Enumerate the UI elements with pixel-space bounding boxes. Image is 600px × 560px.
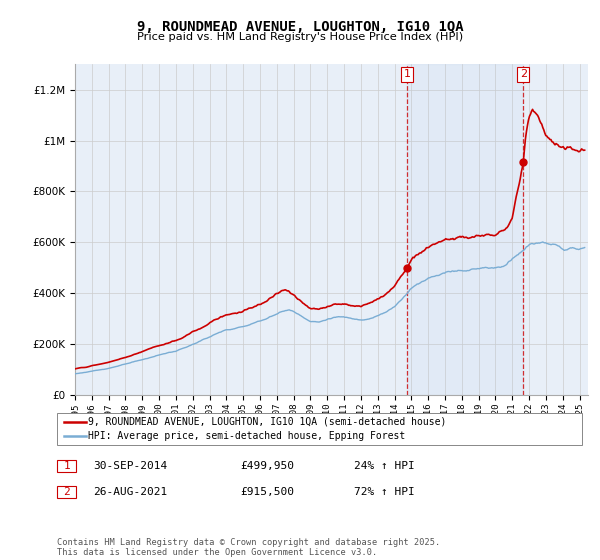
Text: Contains HM Land Registry data © Crown copyright and database right 2025.
This d: Contains HM Land Registry data © Crown c… [57,538,440,557]
Text: 9, ROUNDMEAD AVENUE, LOUGHTON, IG10 1QA: 9, ROUNDMEAD AVENUE, LOUGHTON, IG10 1QA [137,20,463,34]
Text: HPI: Average price, semi-detached house, Epping Forest: HPI: Average price, semi-detached house,… [88,431,406,441]
Text: 72% ↑ HPI: 72% ↑ HPI [354,487,415,497]
Text: 9, ROUNDMEAD AVENUE, LOUGHTON, IG10 1QA (semi-detached house): 9, ROUNDMEAD AVENUE, LOUGHTON, IG10 1QA … [88,417,446,427]
Text: 1: 1 [63,461,70,471]
Text: 2: 2 [63,487,70,497]
Text: 24% ↑ HPI: 24% ↑ HPI [354,461,415,471]
Text: £499,950: £499,950 [240,461,294,471]
Text: £915,500: £915,500 [240,487,294,497]
Text: Price paid vs. HM Land Registry's House Price Index (HPI): Price paid vs. HM Land Registry's House … [137,32,463,42]
Text: 2: 2 [520,69,527,80]
Text: 26-AUG-2021: 26-AUG-2021 [93,487,167,497]
Text: 30-SEP-2014: 30-SEP-2014 [93,461,167,471]
Text: 1: 1 [404,69,410,80]
Bar [407,64,523,395]
